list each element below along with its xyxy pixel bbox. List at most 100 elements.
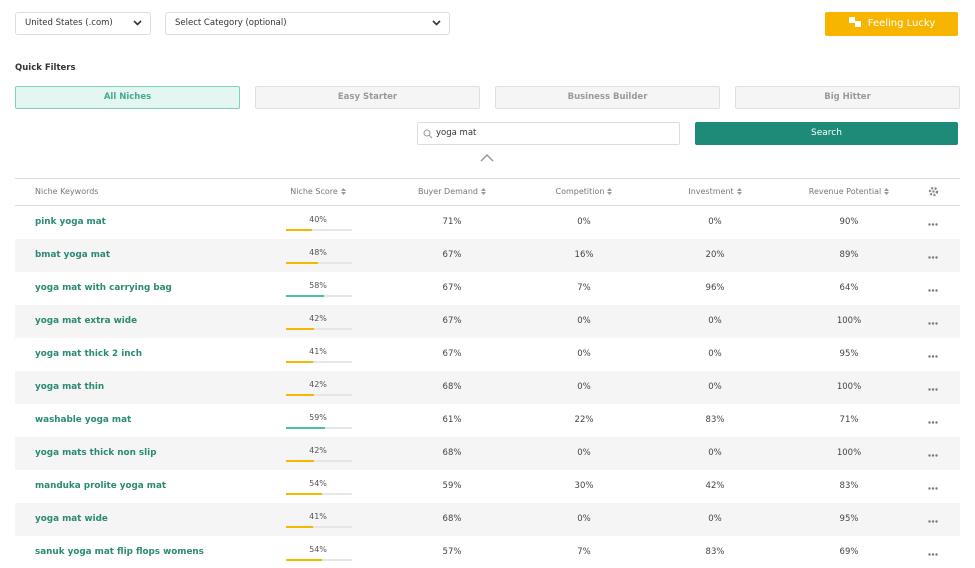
divider [15,205,960,206]
search-query: yoga mat [436,128,477,138]
table-row: yoga mat thick 2 inch 41% 67% 0% 0% 95% [15,338,960,371]
sort-icon [607,188,613,195]
search-icon [423,129,433,139]
score-bar [286,427,325,429]
lucky-button[interactable]: Feeling Lucky [825,12,958,36]
menu-dots [928,289,938,292]
keyword-link[interactable]: yoga mat wide [35,514,108,524]
table-row: bmat yoga mat 48% 67% 16% 20% 89% [15,239,960,272]
cell-investment: 42% [705,481,725,491]
search-button[interactable]: Search [695,122,958,145]
score-bar [286,526,314,528]
chevron [432,20,441,26]
column-header[interactable]: Competition [524,178,644,206]
row-menu[interactable] [928,417,938,427]
cell-buyer-demand: 59% [442,481,462,491]
column-header[interactable]: Revenue Potential [789,178,909,206]
cell-buyer-demand: 61% [442,415,462,425]
keyword-link[interactable]: sanuk yoga mat flip flops womens [35,547,204,557]
keyword-link[interactable]: yoga mat thin [35,382,105,392]
search-input[interactable]: yoga mat [417,122,680,145]
marketplace-text: United States (.com) [25,18,113,28]
table-row: manduka prolite yoga mat 54% 59% 30% 42% 83% [15,470,960,503]
cell-investment: 0% [708,316,722,326]
row-menu[interactable] [928,351,938,361]
row-menu[interactable] [928,549,938,559]
score-label: 58% [309,281,327,290]
menu-dots [928,520,938,523]
keyword-link[interactable]: washable yoga mat [35,415,132,425]
keyword-link[interactable]: yoga mat extra wide [35,316,138,326]
keyword-link[interactable]: pink yoga mat [35,217,106,227]
score-label: 54% [309,479,327,488]
sort-icon [736,188,742,195]
cell-investment: 96% [705,283,725,293]
cell-investment: 0% [708,448,722,458]
row-menu[interactable] [928,483,938,493]
filter-tab[interactable]: All Niches [15,86,240,109]
keyword-link[interactable]: yoga mat thick 2 inch [35,349,142,359]
score-label: 42% [309,314,327,323]
cell-buyer-demand: 68% [442,514,462,524]
score-bar [286,394,314,396]
cell-competition: 16% [574,250,594,260]
quick-filters-title: Quick Filters [15,63,76,73]
table-row: washable yoga mat 59% 61% 22% 83% 71% [15,404,960,437]
score-track [286,262,352,264]
score-bar [286,262,318,264]
menu-dots [928,421,938,424]
menu-dots [928,487,938,490]
cell-revenue-potential: 71% [839,415,859,425]
score-bar [286,493,322,495]
filter-tab[interactable]: Business Builder [495,86,720,109]
row-menu[interactable] [928,516,938,526]
row-menu[interactable] [928,318,938,328]
column-header[interactable]: Niche Score [258,178,378,206]
keyword-link[interactable]: bmat yoga mat [35,250,111,260]
marketplace-select[interactable]: United States (.com) [15,12,151,35]
cell-buyer-demand: 67% [442,250,462,260]
column-header[interactable]: Investment [655,178,775,206]
cell-revenue-potential: 83% [839,481,859,491]
cell-revenue-potential: 90% [839,217,859,227]
row-menu[interactable] [928,285,938,295]
score-bar [286,328,314,330]
keyword-link[interactable]: yoga mats thick non slip [35,448,157,458]
table-row: yoga mat extra wide 42% 67% 0% 0% 100% [15,305,960,338]
cell-competition: 22% [574,415,594,425]
row-menu[interactable] [928,384,938,394]
score-label: 41% [309,347,327,356]
settings-icon[interactable] [928,186,939,197]
score-track [286,493,352,495]
row-menu[interactable] [928,219,938,229]
table-row: yoga mat thin 42% 68% 0% 0% 100% [15,371,960,404]
column-header[interactable]: Buyer Demand [392,178,512,206]
cell-investment: 0% [708,514,722,524]
row-menu[interactable] [928,450,938,460]
cell-investment: 83% [705,415,725,425]
sort-icon [480,188,486,195]
filter-tab[interactable]: Big Hitter [735,86,960,109]
header-text: Buyer Demand [418,187,478,196]
keyword-link[interactable]: manduka prolite yoga mat [35,481,167,491]
cell-competition: 7% [577,283,591,293]
row-menu[interactable] [928,252,938,262]
cell-investment: 20% [705,250,725,260]
collapse-caret[interactable] [480,154,494,162]
keyword-link[interactable]: yoga mat with carrying bag [35,283,172,293]
score-bar [286,361,314,363]
cell-investment: 0% [708,349,722,359]
cell-competition: 0% [577,382,591,392]
cell-competition: 0% [577,349,591,359]
table-row: pink yoga mat 40% 71% 0% 0% 90% [15,206,960,239]
cell-revenue-potential: 89% [839,250,859,260]
menu-dots [928,454,938,457]
cell-buyer-demand: 68% [442,448,462,458]
category-select[interactable]: Select Category (optional) [165,12,450,35]
score-track [286,394,352,396]
cell-revenue-potential: 64% [839,283,859,293]
cell-investment: 0% [708,382,722,392]
menu-dots [928,223,938,226]
score-label: 48% [309,248,327,257]
filter-tab[interactable]: Easy Starter [255,86,480,109]
